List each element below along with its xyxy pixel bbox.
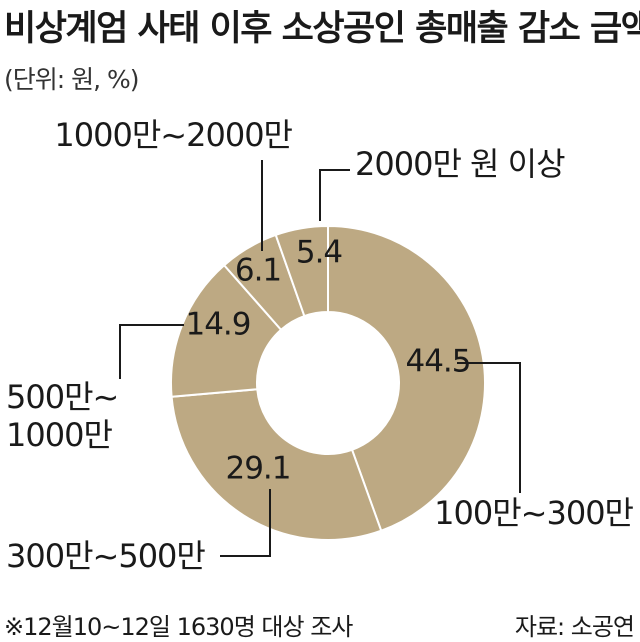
donut-slice-1 [327,224,486,532]
donut-slice-3 [170,263,283,398]
category-label-2: 300만~500만 [6,537,205,575]
chart-title: 비상계엄 사태 이후 소상공인 총매출 감소 금액 [4,9,640,49]
leader-line-3 [119,324,184,379]
category-label-5: 2000만 원 이상 [355,145,565,183]
leader-line-1 [457,362,521,493]
survey-footnote: ※12월10~12일 1630명 대상 조사 [4,613,353,641]
value-label-3: 14.9 [185,307,250,343]
unit-label: (단위: 원, %) [4,65,140,94]
leader-line-5 [319,169,350,221]
category-label-1: 100만~300만 [434,494,633,532]
category-label-4: 1000만~2000만 [54,116,292,154]
value-label-4: 6.1 [235,253,281,289]
source-label: 자료: 소공연 [514,613,635,641]
value-label-1: 44.5 [405,344,470,380]
value-label-5: 5.4 [296,235,342,271]
value-label-2: 29.1 [225,451,290,487]
donut-slice-2 [170,388,383,541]
category-label-3: 500만~ 1000만 [6,378,118,454]
leader-line-2 [220,489,271,557]
donut-slice-5 [274,224,329,318]
